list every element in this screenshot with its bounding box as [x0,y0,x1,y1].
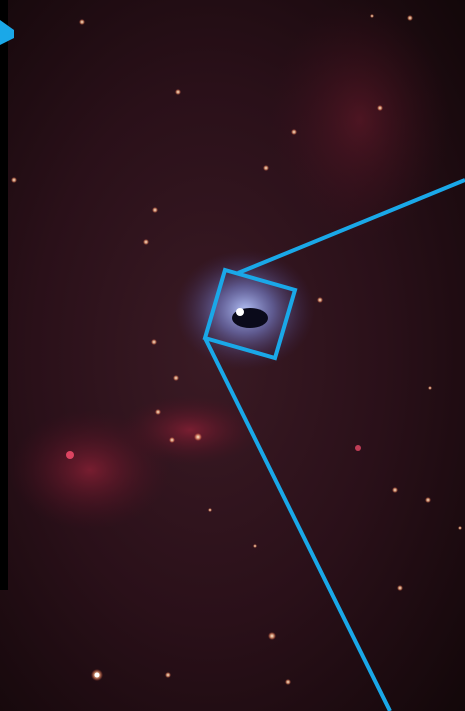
page [0,0,465,711]
left-edge [0,0,8,590]
nebula-photo [0,0,465,711]
central-star [236,308,244,316]
red-cloud [270,0,450,240]
